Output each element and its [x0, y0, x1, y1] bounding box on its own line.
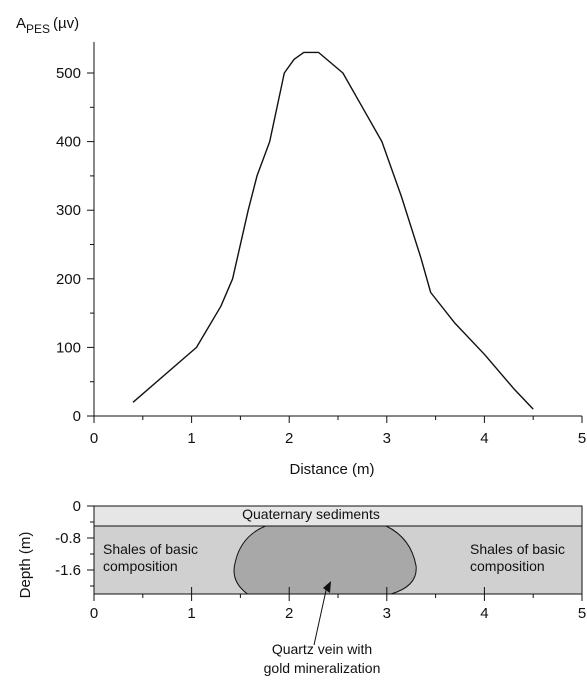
vein-label-1: Quartz vein with [272, 641, 372, 657]
y-tick-label: 100 [56, 339, 81, 356]
amplitude-line [132, 51, 534, 410]
section-x-tick-label: 1 [187, 605, 195, 622]
x-tick-label: 5 [578, 430, 586, 447]
section-x-tick-label: 0 [90, 605, 98, 622]
section-x-tick-label: 5 [578, 605, 586, 622]
layer-label-shales-right-1: Shales of basic [470, 541, 565, 557]
layer-label-shales-left-1: Shales of basic [103, 541, 198, 557]
section-x-tick-label: 4 [480, 605, 488, 622]
x-tick-label: 1 [187, 430, 195, 447]
section-layers [93, 505, 583, 595]
vein-label-2: gold mineralization [264, 660, 381, 676]
depth-tick-label: -0.8 [55, 530, 81, 547]
y-tick-label: 200 [56, 271, 81, 288]
quartz-vein [233, 525, 417, 595]
section-x-tick-label: 2 [285, 605, 293, 622]
y-axis-label-main: A [16, 15, 26, 32]
x-axis-label: Distance (m) [289, 461, 374, 478]
section-x-tick-label: 3 [383, 605, 391, 622]
depth-section: 0 -0.8 -1.6 0 1 2 3 4 5 Depth (m) Quaternary sed… [17, 498, 586, 676]
layer-label-quaternary: Quaternary sediments [242, 506, 380, 522]
x-tick-label: 2 [285, 430, 293, 447]
x-tick-label: 0 [90, 430, 98, 447]
vein-arrow-head [323, 581, 331, 593]
depth-tick-label: -1.6 [55, 562, 81, 579]
depth-tick-label: 0 [73, 498, 81, 515]
x-tick-label: 3 [383, 430, 391, 447]
depth-axis-label: Depth (m) [17, 532, 34, 599]
layer-label-shales-left-2: composition [103, 558, 178, 574]
y-tick-label: 0 [73, 408, 81, 425]
section-axes: 0 -0.8 -1.6 0 1 2 3 4 5 [55, 498, 586, 622]
y-axis-label-sub: PES [26, 22, 50, 36]
y-axis-label: APES (µv) [16, 15, 79, 36]
amplitude-chart: APES (µv) 0 100 200 300 400 500 0 1 2 3 4 5 Distance… [16, 15, 586, 478]
top-axes: 0 100 200 300 400 500 0 1 2 3 4 5 [56, 42, 586, 447]
y-tick-label: 300 [56, 202, 81, 219]
y-axis-label-unit: (µv) [53, 15, 79, 32]
vein-arrow-line [313, 585, 328, 646]
x-tick-label: 4 [480, 430, 488, 447]
y-tick-label: 500 [56, 65, 81, 82]
top-series [132, 51, 534, 410]
layer-label-shales-right-2: composition [470, 558, 545, 574]
y-tick-label: 400 [56, 134, 81, 151]
